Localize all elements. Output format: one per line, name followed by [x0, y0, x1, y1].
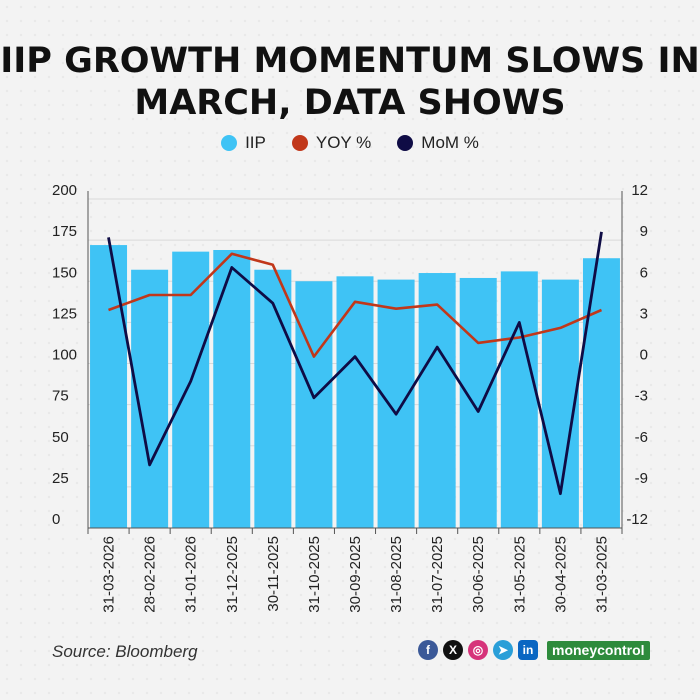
social-bar: f X ◎ ➤ in moneycontrol: [418, 640, 650, 660]
iip-bar: [418, 273, 456, 528]
mom-line: [107, 231, 603, 496]
legend-label-iip: IIP: [245, 133, 266, 152]
y-left-tick-label: 25: [52, 470, 69, 487]
x-tick-label: 30-06-2025: [470, 536, 487, 613]
tick-labels: 0 25 50 75 100 125 150 175 200 -12 -9 -6 -3 0 3 6 9 12 31-…: [52, 182, 648, 613]
iip-bars: [90, 245, 620, 528]
legend-swatch-yoy: [291, 135, 308, 151]
y-right-tick-label: -3: [635, 388, 648, 405]
x-tick-label: 31-10-2025: [306, 536, 323, 613]
y-left-tick-label: 0: [52, 511, 60, 528]
y-left-tick-label: 175: [52, 223, 77, 240]
x-tick-label: 30-09-2025: [347, 536, 364, 613]
chart-title: IIP GROWTH MOMENTUM SLOWS IN MARCH, DATA…: [0, 41, 700, 123]
y-right-tick-label: -9: [635, 470, 648, 487]
axes: [87, 191, 623, 534]
y-right-tick-label: 0: [640, 347, 648, 364]
legend-label-mom: MoM %: [421, 133, 479, 152]
legend-item-mom: MoM %: [397, 133, 479, 153]
y-left-tick-label: 50: [52, 429, 69, 446]
iip-bar: [90, 245, 128, 528]
y-left-tick-label: 125: [52, 305, 77, 322]
iip-bar: [213, 249, 251, 528]
y-left-tick-label: 150: [52, 264, 77, 281]
y-right-tick-label: 3: [640, 305, 648, 322]
iip-bar: [172, 251, 210, 528]
legend-swatch-mom: [397, 135, 414, 151]
x-tick-label: 30-11-2025: [265, 536, 282, 612]
x-tick-label: 31-07-2025: [429, 536, 446, 613]
iip-bar: [377, 279, 415, 528]
yoy-line: [108, 252, 603, 358]
y-right-tick-label: -6: [635, 429, 648, 446]
legend-swatch-iip: [221, 135, 238, 151]
iip-bar: [254, 269, 292, 528]
legend-item-iip: IIP: [221, 133, 266, 153]
iip-bar: [336, 276, 374, 528]
iip-bar: [582, 258, 620, 528]
y-left-tick-label: 100: [52, 347, 77, 364]
x-tick-label: 31-03-2025: [593, 536, 610, 613]
x-tick-label: 30-04-2025: [552, 536, 569, 613]
y-right-tick-label: -12: [626, 511, 648, 528]
legend: IIP YOY % MoM %: [0, 133, 700, 153]
iip-bar: [459, 277, 497, 528]
y-right-tick-label: 9: [640, 223, 648, 240]
x-tick-label: 31-03-2026: [101, 536, 118, 613]
instagram-icon[interactable]: ◎: [468, 640, 488, 660]
legend-item-yoy: YOY %: [291, 133, 372, 153]
y-left-tick-label: 200: [52, 182, 77, 199]
x-tick-label: 31-05-2025: [511, 536, 528, 613]
y-left-tick-label: 75: [52, 388, 69, 405]
lines: [107, 231, 603, 496]
x-tick-label: 31-01-2026: [183, 536, 200, 613]
y-right-tick-label: 12: [631, 182, 648, 199]
y-right-tick-label: 6: [640, 264, 648, 281]
x-tick-label: 31-08-2025: [388, 536, 405, 613]
x-tick-label: 31-12-2025: [224, 536, 241, 613]
iip-bar: [500, 271, 538, 528]
brand-logo: moneycontrol: [547, 640, 650, 660]
telegram-icon[interactable]: ➤: [493, 640, 513, 660]
legend-label-yoy: YOY %: [315, 133, 372, 152]
x-tick-label: 28-02-2026: [142, 536, 159, 613]
facebook-icon[interactable]: f: [418, 640, 438, 660]
x-icon[interactable]: X: [443, 640, 463, 660]
source-note: Source: Bloomberg: [52, 642, 198, 661]
linkedin-icon[interactable]: in: [518, 640, 538, 660]
iip-bar: [295, 281, 333, 528]
